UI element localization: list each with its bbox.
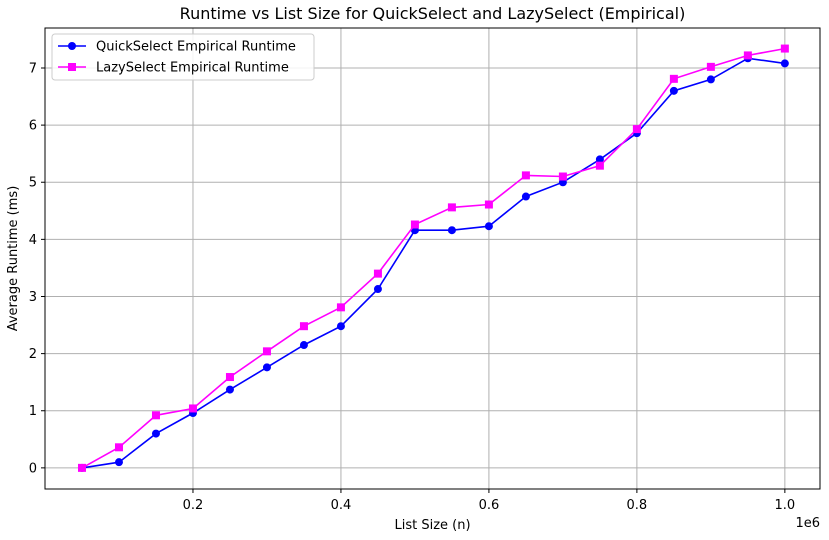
x-tick-label: 0.4	[331, 498, 352, 513]
data-point-circle	[669, 86, 678, 95]
legend-box	[51, 33, 315, 81]
data-point-square	[373, 269, 382, 278]
y-axis-label: Average Runtime (ms)	[6, 186, 21, 332]
data-point-circle	[780, 59, 789, 68]
data-point-square	[410, 220, 419, 229]
data-point-circle	[262, 363, 271, 372]
data-point-circle	[521, 192, 530, 201]
grid-layer	[45, 28, 820, 489]
data-point-square	[780, 44, 789, 53]
series-quickselect	[77, 54, 789, 472]
data-point-square	[447, 203, 456, 212]
y-tick-label: 5	[29, 176, 37, 191]
legend-item-lazyselect: LazySelect Empirical Runtime	[58, 61, 289, 76]
data-point-square	[706, 62, 715, 71]
x-tick-label: 0.2	[183, 498, 204, 513]
x-tick-label: 0.6	[479, 498, 500, 513]
y-tick-label: 4	[29, 233, 37, 248]
x-tick-label: 1.0	[775, 498, 796, 513]
chart-title: Runtime vs List Size for QuickSelect and…	[180, 4, 686, 23]
data-point-circle	[336, 322, 345, 331]
y-tick-label: 0	[29, 461, 37, 476]
data-point-circle	[114, 458, 123, 467]
series-lazyselect	[77, 44, 789, 472]
data-point-square	[632, 125, 641, 134]
legend: QuickSelect Empirical Runtime LazySelect …	[51, 33, 315, 81]
data-point-square	[669, 74, 678, 83]
x-tick-label: 0.8	[627, 498, 648, 513]
series-layer	[77, 44, 789, 472]
data-point-square	[336, 303, 345, 312]
data-point-circle	[484, 222, 493, 231]
x-axis-label: List Size (n)	[394, 518, 470, 533]
plot-area-frame	[44, 27, 821, 490]
data-point-square	[484, 200, 493, 209]
legend-label: QuickSelect Empirical Runtime	[96, 40, 296, 55]
legend-label: LazySelect Empirical Runtime	[96, 61, 289, 76]
data-point-square	[521, 171, 530, 180]
data-point-circle	[299, 341, 308, 350]
data-point-square	[188, 404, 197, 413]
y-tick-label: 6	[29, 119, 37, 134]
data-point-circle	[447, 226, 456, 235]
data-point-square	[114, 443, 123, 452]
legend-square-marker	[68, 63, 76, 71]
data-point-circle	[373, 285, 382, 294]
y-tick-label: 3	[29, 290, 37, 305]
data-point-square	[743, 51, 752, 60]
tick-layer: 0.2 0.4 0.6 0.8 1.0 0 1 2 3 4 5 6 7	[29, 61, 795, 513]
data-point-square	[558, 172, 567, 181]
data-point-circle	[225, 385, 234, 394]
y-tick-label: 1	[29, 404, 37, 419]
data-point-circle	[706, 75, 715, 84]
data-point-square	[299, 322, 308, 331]
data-point-circle	[595, 155, 604, 164]
x-axis-offset-text: 1e6	[795, 516, 820, 531]
legend-circle-marker	[68, 42, 76, 50]
series-line	[81, 47, 786, 469]
y-tick-label: 7	[29, 61, 37, 76]
data-point-square	[77, 463, 86, 472]
y-tick-label: 2	[29, 347, 37, 362]
data-point-square	[595, 161, 604, 170]
data-point-square	[262, 347, 271, 356]
data-point-square	[151, 411, 160, 420]
data-point-circle	[151, 429, 160, 438]
data-point-square	[225, 373, 234, 382]
legend-item-quickselect: QuickSelect Empirical Runtime	[58, 40, 296, 55]
series-line	[81, 57, 786, 469]
